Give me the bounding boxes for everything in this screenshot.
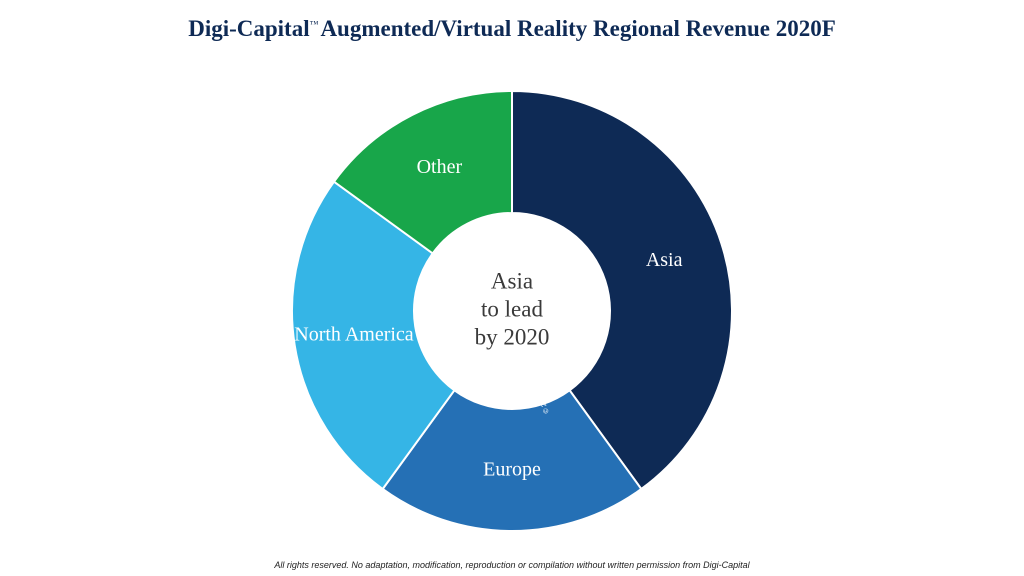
center-label-line: to lead: [481, 296, 543, 321]
title-trademark: ™: [310, 19, 321, 29]
slice-label: Asia: [646, 249, 683, 271]
footer-copyright: All rights reserved. No adaptation, modi…: [0, 560, 1024, 570]
title-brand: Digi-Capital: [188, 16, 309, 41]
page-title: Digi-Capital™Augmented/Virtual Reality R…: [0, 16, 1024, 42]
slice-label: North America: [294, 324, 414, 346]
title-rest: Augmented/Virtual Reality Regional Reven…: [320, 16, 835, 41]
page: Digi-Capital™Augmented/Virtual Reality R…: [0, 0, 1024, 576]
center-label-line: by 2020: [475, 324, 550, 349]
slice-label: Other: [417, 156, 463, 178]
slice-label: Europe: [483, 459, 541, 481]
donut-svg: Asia Europe North America Other Asia to lead b…: [282, 81, 742, 541]
donut-chart: Asia Europe North America Other Asia to lead b…: [282, 81, 742, 541]
center-label-line: Asia: [491, 268, 533, 293]
